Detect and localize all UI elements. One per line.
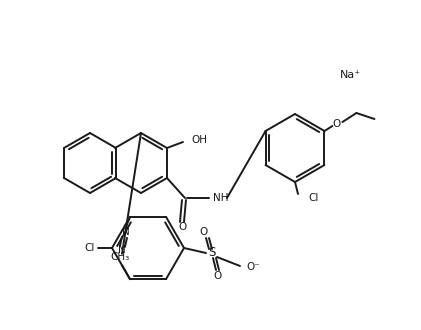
Text: Cl: Cl xyxy=(85,243,95,253)
Text: CH₃: CH₃ xyxy=(110,252,130,262)
Text: Na⁺: Na⁺ xyxy=(340,70,361,80)
Text: S: S xyxy=(208,247,216,259)
Text: OH: OH xyxy=(191,135,207,145)
Text: O: O xyxy=(200,227,208,237)
Text: O: O xyxy=(179,222,187,232)
Text: NH: NH xyxy=(213,193,229,203)
Text: Cl: Cl xyxy=(308,193,318,203)
Text: N: N xyxy=(122,227,130,237)
Text: O: O xyxy=(213,271,221,281)
Text: N: N xyxy=(118,245,126,255)
Text: O: O xyxy=(332,119,341,129)
Text: O⁻: O⁻ xyxy=(246,262,260,272)
